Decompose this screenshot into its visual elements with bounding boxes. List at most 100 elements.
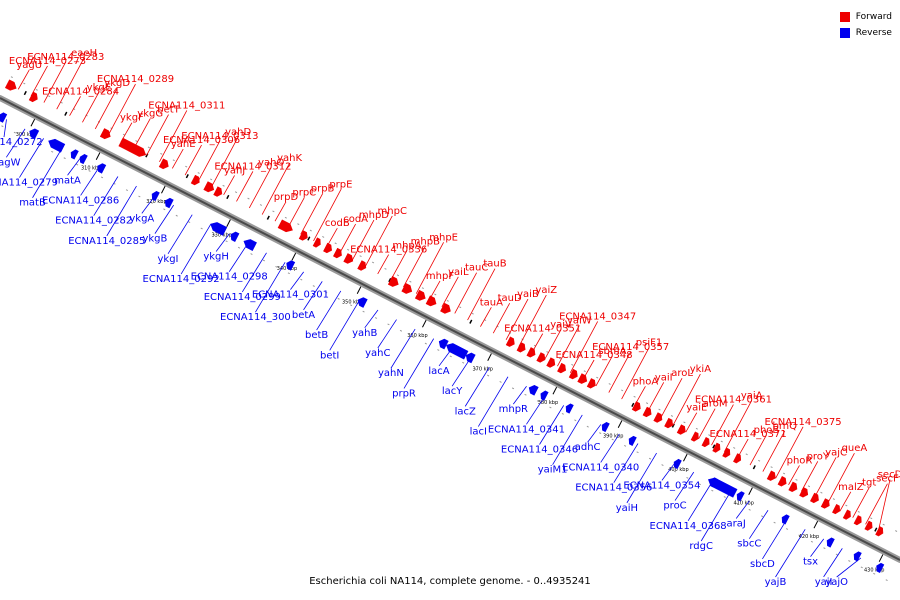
reverse-gene-arrow <box>736 491 745 502</box>
forward-leader <box>184 144 202 176</box>
forward-gene <box>414 289 426 301</box>
forward-gene-arrow <box>516 342 526 353</box>
reverse-gene <box>708 477 738 498</box>
reverse-gene-label: betA <box>292 310 315 321</box>
reverse-leader <box>390 328 416 369</box>
forward-leader <box>595 355 613 387</box>
forward-gene-arrow <box>777 476 787 487</box>
tick-mark <box>356 286 362 294</box>
tick-label: 350 kbp <box>342 300 362 306</box>
forward-gene-arrow <box>343 253 354 264</box>
forward-gene-label: yajC <box>825 447 847 458</box>
forward-leader <box>659 377 683 420</box>
forward-leader <box>82 92 100 123</box>
forward-gene <box>28 91 38 103</box>
forward-gene <box>733 453 742 464</box>
reverse-leader <box>303 281 323 311</box>
reverse-gene-arrow <box>29 128 40 140</box>
reverse-gene-arrow <box>826 537 835 548</box>
reverse-leader <box>329 300 360 351</box>
tick-mark <box>878 554 884 562</box>
tick-label: 300 kbp <box>16 132 36 138</box>
tick-mark <box>161 185 166 194</box>
reverse-gene-arrow <box>601 421 610 433</box>
reverse-leader <box>762 519 787 560</box>
forward-gene-label: prpB <box>311 184 335 195</box>
forward-gene <box>333 247 342 259</box>
reverse-gene <box>565 403 574 414</box>
tick-label: 410 kbp <box>734 500 754 506</box>
reverse-gene-label: ECNA114_0341 <box>488 424 565 435</box>
reverse-gene-arrow <box>164 197 174 209</box>
reverse-gene <box>826 537 835 548</box>
forward-gene-label: ECNA114_0357 <box>592 342 669 353</box>
forward-leader <box>544 329 562 360</box>
forward-gene <box>653 412 663 423</box>
reverse-leader <box>141 195 156 214</box>
forward-gene-arrow <box>820 498 830 509</box>
reverse-leader <box>823 548 843 578</box>
reverse-gene <box>528 384 539 396</box>
forward-gene-label: yaiA <box>741 390 763 401</box>
feature-marker <box>712 444 716 449</box>
forward-leader <box>711 404 734 446</box>
reverse-gene <box>438 338 449 350</box>
forward-gene <box>631 401 641 412</box>
feature-marker <box>266 215 270 220</box>
forward-gene-label: phoR <box>787 455 813 466</box>
reverse-leader <box>377 319 397 349</box>
reverse-gene-label: yajI <box>815 577 833 588</box>
forward-leader <box>43 61 67 103</box>
forward-gene-label: ECNA114_0336 <box>350 245 427 256</box>
forward-leader <box>133 118 151 149</box>
forward-leader <box>415 242 444 294</box>
reverse-gene <box>673 458 682 470</box>
forward-gene-label: ykiA <box>690 364 711 375</box>
forward-leader <box>94 88 118 130</box>
forward-gene <box>213 186 223 197</box>
reverse-gene <box>286 260 296 271</box>
forward-gene <box>788 481 798 492</box>
forward-gene <box>766 470 776 481</box>
forward-gene <box>387 276 399 287</box>
forward-gene-arrow <box>722 447 731 458</box>
forward-gene-arrow <box>853 515 862 526</box>
legend: Forward Reverse <box>839 9 892 41</box>
forward-leader <box>646 382 665 413</box>
reverse-leader <box>316 290 342 331</box>
kbp-ticks: 300 kbp 310 kbp 320 kbp 330 kbp 340 kbp 350 k… <box>16 90 884 573</box>
forward-leader <box>480 307 492 327</box>
tick-mark <box>226 219 231 227</box>
reverse-gene-arrow <box>70 149 79 160</box>
forward-gene-label: yahD <box>225 127 251 138</box>
forward-gene-label: yaiB <box>517 289 539 300</box>
reverse-gene-label: yaiH <box>616 503 638 514</box>
reverse-gene-label: yajB <box>765 577 787 588</box>
forward-gene-arrow <box>323 242 332 254</box>
forward-gene <box>118 137 147 157</box>
forward-gene-label: aroM <box>703 399 728 410</box>
forward-gene-label: malZ <box>838 482 864 493</box>
forward-gene-arrow <box>118 137 147 157</box>
forward-gene <box>343 253 354 264</box>
forward-gene-arrow <box>99 128 111 140</box>
reverse-gene-label: ECNA114_0286 <box>42 195 119 206</box>
forward-gene <box>832 504 841 515</box>
forward-gene-label: yahK <box>277 153 302 164</box>
feature-marker <box>64 111 68 116</box>
forward-gene <box>642 406 652 418</box>
reverse-gene-label: ECNA114_0272 <box>0 137 43 148</box>
reverse-leader <box>836 557 862 578</box>
feature-marker <box>307 236 311 241</box>
forward-gene-label: yaiI <box>655 372 673 383</box>
forward-leader <box>454 272 477 314</box>
feature-marker <box>874 527 878 532</box>
forward-gene <box>799 487 809 498</box>
forward-leader <box>518 294 547 347</box>
forward-gene-label: ECNA114_0306 <box>163 135 240 146</box>
forward-gene-arrow <box>712 442 721 453</box>
reverse-gene-arrow <box>708 477 738 498</box>
forward-gene-arrow <box>557 362 566 374</box>
forward-leader <box>531 333 544 354</box>
forward-gene-arrow <box>690 431 699 442</box>
